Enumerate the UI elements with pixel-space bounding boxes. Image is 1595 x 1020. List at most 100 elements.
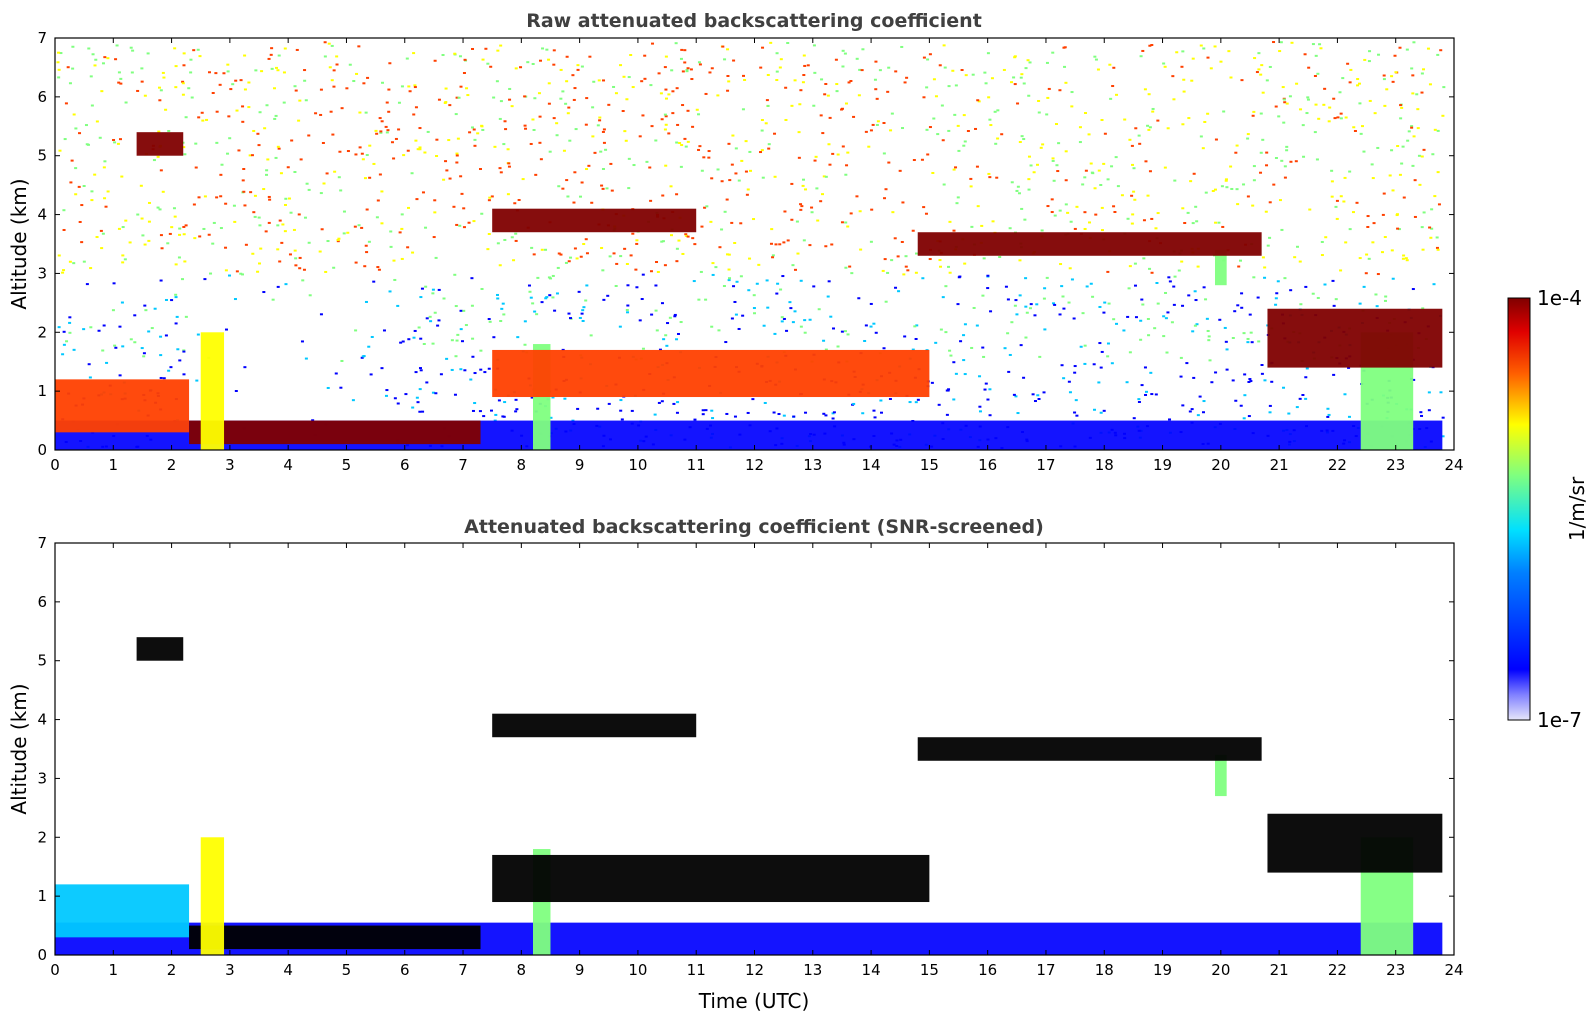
noise-pixel (304, 357, 308, 360)
noise-pixel (567, 312, 571, 315)
noise-pixel (751, 398, 755, 401)
noise-pixel (1358, 257, 1362, 260)
noise-pixel (399, 341, 403, 344)
noise-pixel (555, 292, 559, 295)
noise-pixel (955, 202, 959, 205)
noise-pixel (1056, 170, 1060, 173)
noise-pixel (732, 59, 736, 62)
noise-pixel (1343, 393, 1347, 396)
noise-pixel (514, 67, 518, 70)
noise-pixel (415, 198, 419, 201)
noise-pixel (1064, 179, 1068, 182)
noise-pixel (1410, 67, 1414, 70)
noise-pixel (147, 239, 151, 242)
noise-pixel (276, 145, 280, 148)
noise-pixel (710, 67, 714, 70)
noise-pixel (1295, 406, 1299, 409)
noise-pixel (1066, 211, 1070, 214)
noise-pixel (564, 102, 568, 105)
noise-pixel (94, 58, 98, 61)
noise-pixel (643, 54, 647, 57)
noise-pixel (131, 49, 135, 52)
noise-pixel (680, 144, 684, 147)
noise-pixel (510, 105, 514, 108)
noise-pixel (319, 88, 323, 91)
noise-pixel (330, 44, 334, 47)
noise-pixel (844, 266, 848, 269)
noise-pixel (698, 145, 702, 148)
noise-pixel (159, 279, 163, 282)
noise-pixel (983, 71, 987, 74)
noise-pixel (723, 58, 727, 61)
noise-pixel (744, 140, 748, 143)
noise-pixel (1091, 295, 1095, 298)
noise-pixel (822, 339, 826, 342)
noise-pixel (1302, 155, 1306, 158)
noise-pixel (814, 155, 818, 158)
noise-pixel (1229, 165, 1233, 168)
noise-pixel (235, 109, 239, 112)
noise-pixel (1039, 146, 1043, 149)
noise-pixel (93, 64, 97, 67)
noise-pixel (198, 235, 202, 238)
noise-pixel (1199, 44, 1203, 47)
noise-pixel (360, 152, 364, 155)
noise-pixel (1288, 95, 1292, 98)
noise-pixel (574, 128, 578, 131)
noise-pixel (763, 401, 767, 404)
noise-pixel (1380, 251, 1384, 254)
noise-pixel (1412, 41, 1416, 44)
noise-pixel (432, 236, 436, 239)
noise-pixel (498, 264, 502, 267)
noise-pixel (908, 401, 912, 404)
noise-pixel (775, 70, 779, 73)
noise-pixel (1225, 186, 1229, 189)
noise-pixel (1251, 204, 1255, 207)
noise-pixel (57, 68, 61, 71)
noise-pixel (1260, 364, 1264, 367)
noise-pixel (773, 332, 777, 335)
noise-pixel (916, 398, 920, 401)
noise-pixel (1196, 265, 1200, 268)
noise-pixel (844, 221, 848, 224)
noise-pixel (408, 90, 412, 93)
noise-pixel (1362, 150, 1366, 153)
noise-pixel (160, 247, 164, 250)
noise-pixel (419, 369, 423, 372)
noise-pixel (1339, 117, 1343, 120)
noise-pixel (841, 65, 845, 68)
panel-raw-ticks: 0 1 2 3 4 5 6 7 8 9 10 11 12 13 14 15 16 17 18 19 20 21 22 23 24… (37, 29, 1463, 474)
noise-pixel (1051, 51, 1055, 54)
noise-pixel (663, 66, 667, 69)
noise-pixel (1163, 166, 1167, 169)
noise-pixel (975, 324, 979, 327)
noise-pixel (161, 190, 165, 193)
noise-pixel (1330, 195, 1334, 198)
noise-pixel (1356, 84, 1360, 87)
noise-pixel (111, 309, 115, 312)
noise-pixel (82, 328, 86, 331)
noise-pixel (175, 315, 179, 318)
noise-pixel (532, 128, 536, 131)
noise-pixel (1181, 304, 1185, 307)
noise-pixel (203, 278, 207, 281)
noise-pixel (1249, 331, 1253, 334)
noise-pixel (1141, 49, 1145, 52)
noise-pixel (503, 238, 507, 241)
noise-pixel (101, 62, 105, 65)
noise-pixel (912, 159, 916, 162)
noise-pixel (764, 122, 768, 125)
noise-pixel (65, 340, 69, 343)
noise-pixel (1249, 380, 1253, 383)
noise-pixel (947, 388, 951, 391)
noise-pixel (947, 129, 951, 132)
noise-pixel (964, 74, 968, 77)
panel-raw-plot-area (55, 41, 1446, 450)
noise-pixel (1231, 337, 1235, 340)
noise-pixel (1322, 103, 1326, 106)
noise-pixel (463, 58, 467, 61)
x-tick-label: 14 (862, 456, 881, 474)
noise-pixel (711, 417, 715, 420)
noise-pixel (822, 412, 826, 415)
noise-pixel (1162, 315, 1166, 318)
